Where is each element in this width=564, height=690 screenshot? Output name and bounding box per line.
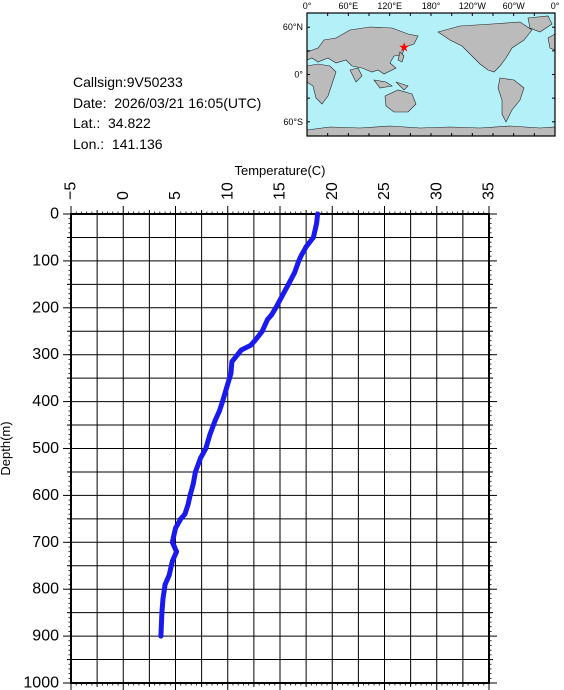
y-tick-label: 1000 (23, 675, 59, 690)
data-point (311, 235, 316, 240)
date-text: Date: 2026/03/21 16:05(UTC) (73, 94, 262, 111)
data-point (158, 633, 164, 639)
map-lon-label: 0° (551, 1, 560, 11)
y-tick-label: 400 (32, 393, 59, 410)
north-america-landmass (437, 21, 533, 73)
x-tick-label: 5 (167, 191, 184, 200)
y-tick-label: 700 (32, 534, 59, 551)
data-point (238, 347, 244, 353)
x-tick-label: 35 (481, 182, 498, 200)
data-point (229, 359, 235, 365)
y-tick-label: 200 (32, 299, 59, 316)
plot-frame (70, 213, 490, 684)
data-point (248, 342, 254, 348)
x-tick-label: 20 (324, 182, 341, 200)
y-tick-label: 300 (32, 346, 59, 363)
data-point (273, 305, 279, 311)
data-point (162, 582, 168, 587)
data-point (315, 211, 321, 217)
map-lon-label: 60°W (503, 1, 526, 11)
data-point (303, 244, 309, 250)
x-tick-label: 15 (272, 182, 289, 200)
data-point (187, 493, 193, 498)
data-point (314, 220, 319, 226)
data-point (192, 469, 198, 475)
data-point (228, 371, 234, 376)
japan-landmass (397, 51, 405, 63)
data-point (298, 253, 304, 259)
x-tick-label: −5 (63, 182, 80, 200)
south-america-landmass (497, 77, 525, 123)
x-tick-label: 10 (219, 182, 236, 200)
africa-landmass (306, 63, 337, 105)
map-lon-label: 60°E (339, 1, 359, 11)
eurasia-landmass (306, 26, 419, 75)
longitude-text: Lon.: 141.136 (73, 135, 163, 152)
x-tick-label: 0 (115, 191, 132, 200)
y-tick-label: 900 (32, 628, 59, 645)
data-point (220, 399, 225, 404)
data-point (207, 432, 213, 437)
data-point (224, 385, 230, 390)
data-point (265, 317, 270, 322)
x-axis-title: Temperature(C) (234, 163, 325, 178)
data-point (172, 544, 177, 550)
y-tick-label: 800 (32, 581, 59, 598)
data-point (216, 408, 222, 414)
data-point (252, 338, 258, 344)
station-info: Callsign:9V50233 Date: 2026/03/21 16:05(… (73, 72, 261, 154)
map-ticks (306, 13, 556, 136)
map-lon-label: 0° (303, 1, 312, 11)
greenland-landmass (527, 15, 553, 33)
map-lat-label: 0° (294, 70, 303, 80)
map-lat-label: 60°S (283, 117, 303, 127)
data-point (159, 610, 165, 616)
latitude-text: Lat.: 34.822 (73, 115, 151, 131)
data-point (190, 481, 196, 487)
location-marker-icon: ★ (398, 40, 410, 55)
data-point (173, 525, 178, 531)
data-point (285, 281, 291, 287)
y-tick-label: 0 (50, 206, 59, 223)
x-tick-label: 25 (376, 182, 393, 200)
x-tick-label: 30 (428, 182, 445, 200)
map-lon-label: 180° (422, 1, 441, 11)
y-axis-title: Depth(m) (0, 421, 13, 475)
y-tick-label: 100 (32, 252, 59, 269)
y-tick-label: 500 (32, 440, 59, 457)
data-point (169, 539, 175, 545)
callsign-text: Callsign:9V50233 (73, 74, 183, 90)
data-point (269, 312, 275, 318)
data-point (185, 502, 191, 508)
data-point (182, 511, 188, 517)
y-tick-label: 600 (32, 487, 59, 504)
data-point (160, 596, 166, 601)
australia-landmass (384, 89, 417, 113)
data-point (198, 455, 203, 461)
map-lon-label: 120°E (377, 1, 402, 11)
data-point (212, 417, 218, 423)
indonesia-islands (373, 79, 409, 91)
data-point (169, 558, 175, 564)
data-point (259, 328, 265, 334)
data-point (178, 516, 184, 522)
data-point (166, 572, 172, 578)
india-landmass (349, 67, 363, 83)
data-point (171, 535, 176, 541)
data-point (203, 446, 209, 451)
map-lat-label: 60°N (283, 22, 303, 32)
data-point (296, 258, 302, 264)
map-lon-label: 120°W (459, 1, 487, 11)
data-point (279, 293, 285, 299)
data-point (174, 549, 179, 555)
data-point (292, 270, 298, 276)
